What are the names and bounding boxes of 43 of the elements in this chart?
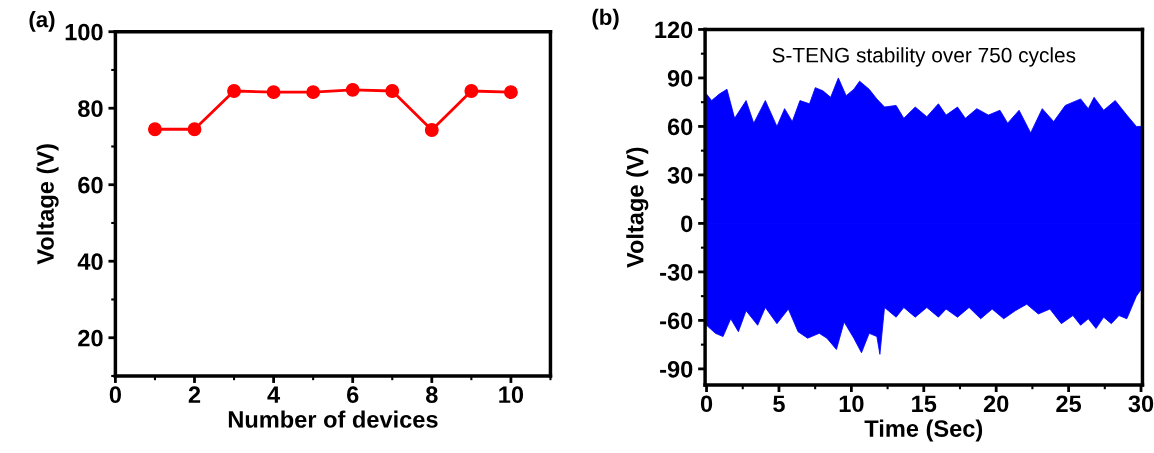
point: [345, 82, 360, 97]
point: [266, 85, 281, 100]
y-tick-label: 60: [667, 118, 693, 136]
y-tick-label: 100: [65, 23, 103, 41]
point: [187, 122, 202, 137]
point: [306, 85, 321, 100]
x-axis-title: Time (Sec): [864, 419, 983, 442]
y-tick-label: 0: [681, 215, 693, 233]
y-tick-label: 60: [78, 176, 103, 194]
x-axis-title: Number of devices: [228, 410, 438, 428]
x-tick-label: 30: [1128, 395, 1154, 413]
x-tick-label: 2: [188, 386, 201, 403]
point: [424, 123, 439, 137]
y-tick-label: 80: [78, 100, 103, 117]
y-tick-label: 30: [667, 166, 693, 184]
y-axis-title: Voltage (V): [626, 147, 649, 268]
point: [385, 84, 400, 98]
y-tick-label: -90: [660, 360, 693, 378]
x-tick-label: 20: [983, 395, 1009, 413]
chart-title: (b): [592, 8, 619, 30]
x-tick-label: 6: [347, 386, 359, 404]
x-tick-label: 10: [839, 395, 864, 413]
x-tick-label: 25: [1056, 395, 1082, 413]
y-tick-label: 120: [655, 21, 693, 39]
y-tick-label: 90: [667, 70, 693, 87]
y-tick-label: -30: [660, 263, 693, 281]
y-tick-label: 20: [78, 329, 103, 347]
point: [503, 85, 518, 100]
point: [227, 84, 241, 98]
x-tick-label: 4: [267, 386, 281, 403]
x-tick-label: 10: [499, 386, 524, 404]
x-tick-label: 0: [109, 386, 121, 404]
y-axis-title: Voltage (V): [36, 144, 59, 265]
y-tick-label: 40: [77, 253, 103, 271]
x-tick-label: 15: [912, 395, 937, 413]
point: [464, 84, 479, 98]
y-tick-label: -60: [660, 312, 693, 330]
x-tick-label: 5: [773, 395, 785, 413]
chart-title: (a): [29, 10, 55, 32]
point: [148, 122, 162, 137]
x-tick-label: 0: [700, 395, 713, 413]
annotation: S-TENG stability over 750 cycles: [772, 47, 1076, 67]
x-tick-label: 8: [425, 386, 438, 404]
